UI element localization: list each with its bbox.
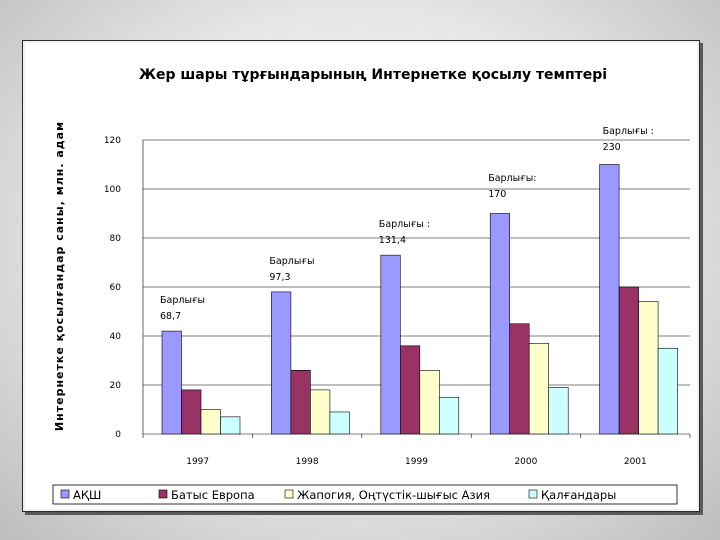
bar [399, 345, 421, 435]
x-tick-label: 2000 [514, 457, 537, 467]
chart-title: Жер шары тұрғындарының Интернетке қосылу… [139, 67, 607, 83]
legend-box [52, 484, 678, 505]
bar [290, 369, 311, 435]
bar [200, 409, 221, 435]
legend-item: АҚШ [73, 488, 101, 502]
legend-swatch [158, 489, 168, 499]
y-tick-label: 80 [110, 234, 122, 244]
legend-swatch [284, 489, 294, 499]
bar [220, 416, 241, 435]
bar [528, 343, 550, 435]
total-label: Барлығы [160, 295, 205, 306]
total-value: 97,3 [269, 272, 290, 283]
total-value: 68,7 [160, 311, 181, 322]
bar [618, 286, 639, 435]
bar [548, 387, 569, 435]
x-tick-label: 1998 [296, 457, 319, 467]
y-tick-label: 100 [104, 185, 121, 195]
x-tick-label: 1999 [405, 457, 428, 467]
total-value: 131,4 [379, 235, 406, 246]
slide-frame: Жер шары тұрғындарының Интернетке қосылу… [22, 40, 700, 512]
legend-swatch [60, 489, 70, 499]
legend-swatch [528, 489, 538, 499]
bar [161, 330, 182, 435]
x-tick-label: 2001 [624, 457, 647, 467]
bar [380, 254, 401, 435]
total-label: Барлығы : [379, 219, 430, 230]
bar [509, 323, 530, 435]
bar [181, 389, 202, 435]
bar [419, 369, 440, 435]
total-label: Барлығы [269, 256, 314, 267]
bar [638, 301, 659, 435]
total-label: Барлығы : [603, 126, 654, 137]
y-axis-label: Интернетке қосылғандар саны, млн. адам [53, 121, 66, 431]
y-tick-label: 40 [110, 332, 122, 342]
total-label: Барлығы: [488, 173, 536, 184]
legend-item: Жапогия, Оңтүстік-шығыс Азия [297, 488, 490, 502]
total-value: 170 [488, 189, 506, 200]
bar [271, 291, 292, 435]
legend-item: Қалғандары [541, 488, 616, 502]
bar [329, 411, 350, 435]
bar [599, 164, 620, 435]
chart: Жер шары тұрғындарының Интернетке қосылу… [52, 67, 691, 505]
y-tick-label: 20 [110, 381, 122, 391]
y-tick-label: 60 [110, 283, 122, 293]
y-tick-label: 120 [104, 136, 121, 146]
bar [310, 389, 331, 435]
y-tick-label: 0 [115, 430, 121, 440]
bar [657, 347, 678, 435]
legend-item: Батыс Европа [171, 488, 255, 502]
bar [438, 396, 460, 435]
x-tick-label: 1997 [186, 457, 209, 467]
total-value: 230 [603, 142, 621, 153]
bar [489, 213, 511, 435]
